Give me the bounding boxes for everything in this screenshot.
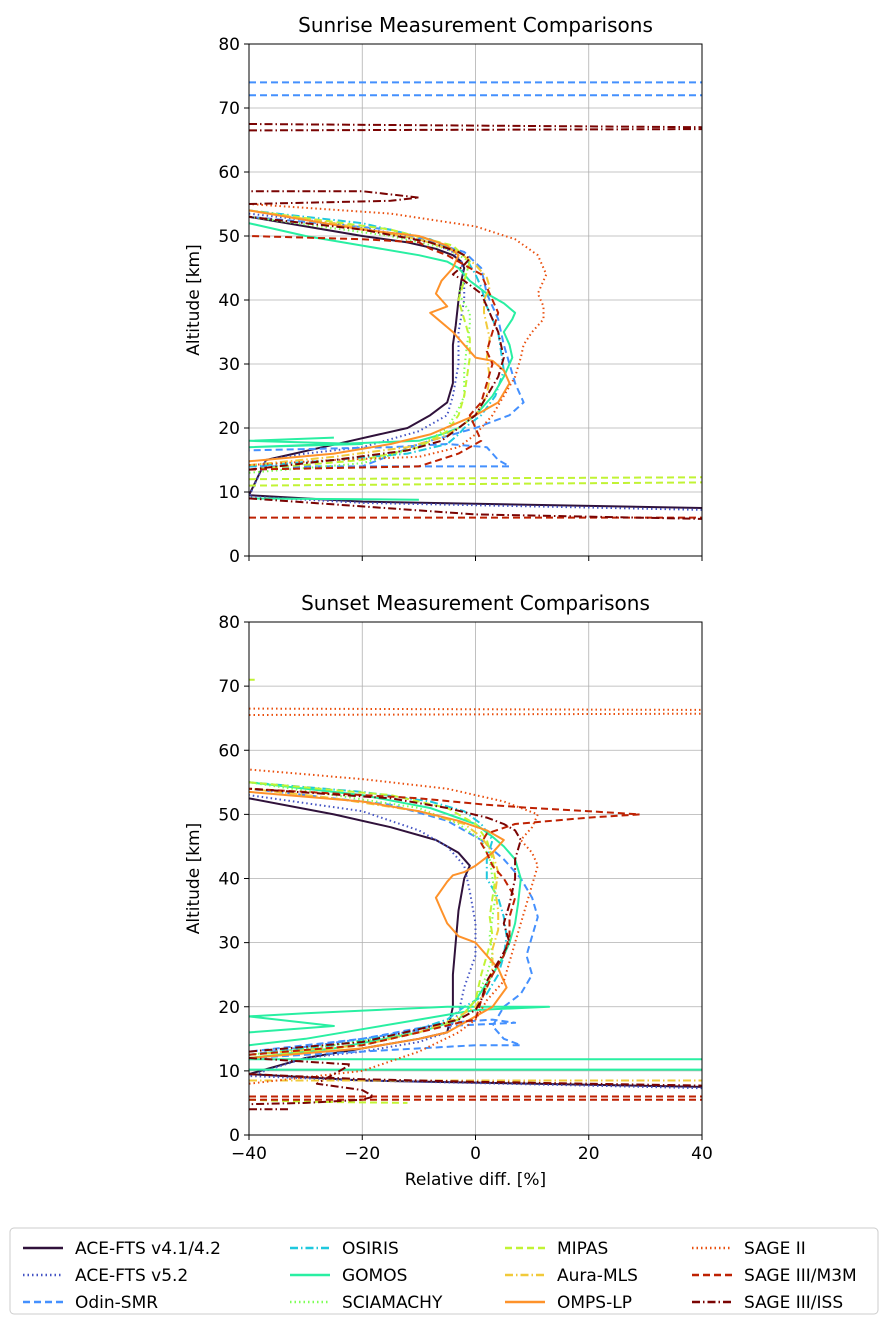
legend-label: MIPAS [557,1239,608,1259]
legend-label: Odin-SMR [75,1293,158,1313]
y-tick-label: 10 [218,1062,240,1082]
series-line-osiris [249,209,505,468]
y-tick-label: 80 [218,613,240,633]
x-tick-label: 40 [691,1144,713,1164]
y-tick-label: 60 [218,741,240,761]
x-tick-label: −20 [344,1144,380,1164]
y-tick-label: 30 [218,355,240,375]
x-tick-label: −40 [231,1144,267,1164]
legend-label: GOMOS [342,1266,407,1286]
series-line-omps-lp [249,790,508,1059]
series-line-odin-smr [249,787,539,1059]
legend-label: OMPS-LP [557,1293,632,1313]
legend-label: ACE-FTS v5.2 [75,1266,188,1286]
chart-title: Sunset Measurement Comparisons [301,591,650,615]
y-tick-label: 10 [218,483,240,503]
series-line-sage-iii-iss [249,787,702,1111]
legend-label: SAGE III/ISS [744,1293,843,1313]
series-line-aura-mls [249,787,702,1082]
y-tick-label: 40 [218,870,240,890]
y-tick-label: 0 [229,1126,240,1146]
y-tick-label: 60 [218,163,240,183]
y-tick-label: 50 [218,805,240,825]
series-line-osiris [249,781,508,1056]
series-line-mipas [249,678,497,1104]
legend-label: SAGE III/M3M [744,1266,857,1286]
y-tick-label: 40 [218,291,240,311]
y-tick-label: 70 [218,677,240,697]
y-tick-label: 0 [229,547,240,567]
series-line-sage-iii-m3m [249,787,702,1101]
y-tick-label: 70 [218,99,240,119]
series-line-gomos [249,781,702,1071]
x-tick-label: 20 [578,1144,600,1164]
y-tick-label: 20 [218,419,240,439]
x-tick-label: 0 [470,1144,481,1164]
y-tick-label: 30 [218,934,240,954]
legend-box [9,1227,879,1315]
series-line-sciamachy [249,215,471,474]
sunset-panel: 0 10 20 30 40 50 60 70 80 −40 −20 0 20 40 Sunset Measu… [184,591,713,1190]
legend-label: OSIRIS [342,1239,399,1259]
legend-label: ACE-FTS v4.1/4.2 [75,1239,221,1259]
series-line-gomos [249,222,517,501]
sunrise-panel: 0 10 20 30 40 50 60 70 80 Sunrise Measurement Com… [184,13,703,567]
legend-label: SCIAMACHY [342,1293,443,1313]
y-tick-label: 20 [218,998,240,1018]
legend-label: Aura-MLS [557,1266,638,1286]
y-tick-label: 50 [218,227,240,247]
series-line-ace-fts-v5-2 [249,212,702,511]
chart-title: Sunrise Measurement Comparisons [298,13,653,37]
legend: ACE-FTS v4.1/4.2 ACE-FTS v5.2 Odin-SMR OSIR… [9,1227,879,1315]
y-tick-label: 80 [218,35,240,55]
series-line-sage-ii [249,203,548,467]
series-line-omps-lp [249,209,511,463]
legend-label: SAGE II [744,1239,806,1259]
series-line-ace-fts-v4-1-4-2 [249,215,702,509]
series-line-odin-smr [249,81,702,471]
y-axis-label: Altitude [km] [184,244,204,356]
x-axis-label: Relative diff. [%] [405,1170,546,1190]
y-axis-label: Altitude [km] [184,823,204,935]
